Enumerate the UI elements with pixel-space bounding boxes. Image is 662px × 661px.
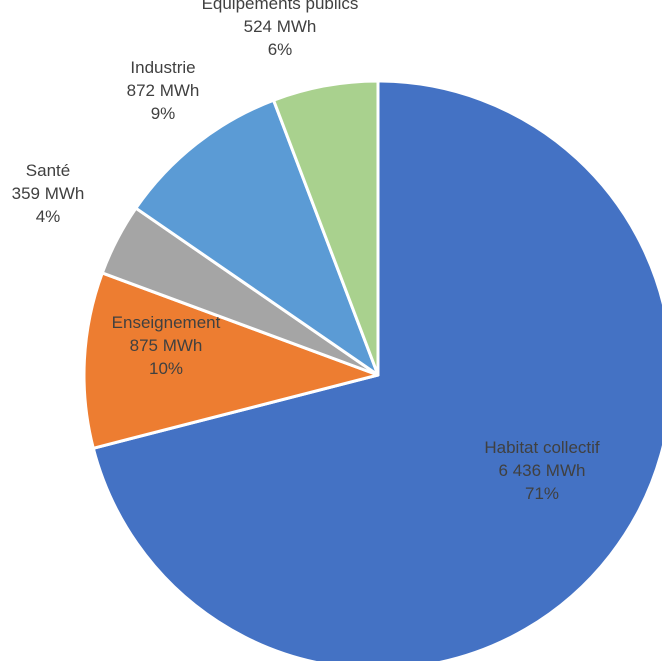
data-label-sante: Santé 359 MWh 4% (12, 161, 85, 226)
slices-layer (82, 79, 662, 661)
data-label-value: 875 MWh (130, 336, 203, 355)
data-label-value: 6 436 MWh (499, 461, 586, 480)
data-label-name: Industrie (130, 58, 195, 77)
data-label-percent: 71% (525, 484, 559, 503)
data-label-percent: 6% (268, 40, 293, 59)
data-label-percent: 10% (149, 359, 183, 378)
data-label-value: 524 MWh (244, 17, 317, 36)
labels-layer: Habitat collectif 6 436 MWh 71% Enseignemen… (12, 0, 600, 503)
data-label-name: Equipements publics (202, 0, 359, 13)
data-label-name: Enseignement (112, 313, 221, 332)
pie-slice-habitat-collectif (91, 79, 662, 661)
pie-slice-enseignement (82, 271, 380, 450)
pie-slice-equipements-publics (272, 79, 380, 377)
data-label-industrie: Industrie 872 MWh 9% (127, 58, 200, 123)
data-label-value: 359 MWh (12, 184, 85, 203)
data-label-name: Santé (26, 161, 70, 180)
data-label-enseignement: Enseignement 875 MWh 10% (112, 313, 221, 378)
data-label-percent: 4% (36, 207, 61, 226)
data-label-name: Habitat collectif (484, 438, 600, 457)
data-label-percent: 9% (151, 104, 176, 123)
data-label-habitat-collectif: Habitat collectif 6 436 MWh 71% (484, 438, 600, 503)
pie-slice-industrie (134, 98, 380, 377)
data-label-equipements-publics: Equipements publics 524 MWh 6% (202, 0, 359, 59)
data-label-value: 872 MWh (127, 81, 200, 100)
